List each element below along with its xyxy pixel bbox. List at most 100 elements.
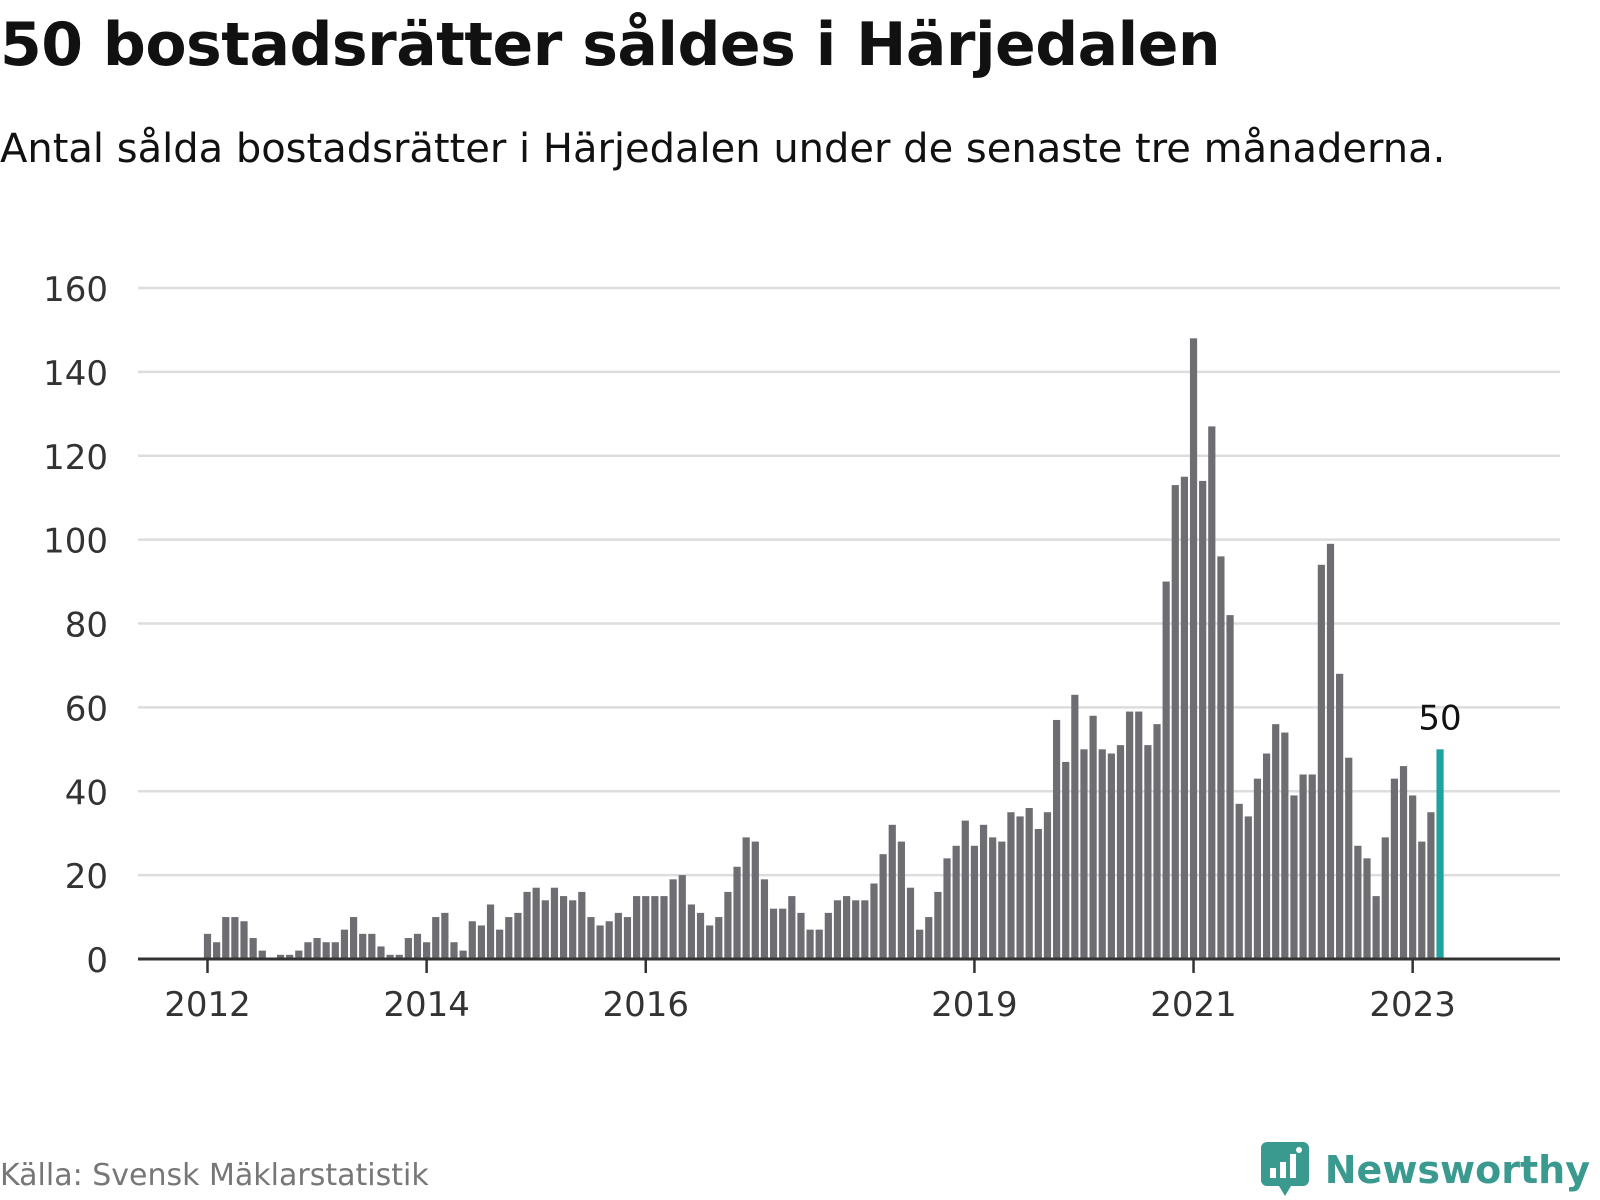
bar: [596, 925, 604, 959]
x-tick-label: 2014: [383, 985, 470, 1025]
bar: [1153, 724, 1161, 959]
bar: [1226, 615, 1234, 959]
bar: [1071, 694, 1079, 959]
chart-subtitle: Antal sålda bostadsrätter i Härjedalen u…: [0, 126, 1446, 172]
bar: [751, 841, 759, 959]
y-tick-label: 20: [65, 857, 108, 897]
y-tick-label: 80: [65, 606, 108, 646]
x-tick-label: 2023: [1369, 985, 1456, 1025]
bar: [222, 917, 230, 959]
bar: [340, 929, 349, 959]
bar: [1089, 715, 1097, 959]
bar: [450, 942, 458, 959]
bar: [231, 917, 239, 959]
bar: [331, 942, 339, 959]
x-tick-label: 2012: [164, 985, 251, 1025]
bar: [496, 929, 504, 959]
bar: [413, 933, 422, 959]
bar: [1025, 808, 1033, 959]
x-tick-label: 2021: [1150, 985, 1237, 1025]
bar: [934, 891, 942, 959]
bar: [349, 917, 358, 959]
bar: [706, 925, 714, 959]
bar: [523, 891, 531, 959]
bar: [240, 921, 248, 959]
bar: [1409, 795, 1417, 959]
bar: [276, 954, 285, 959]
bar: [760, 879, 769, 959]
bar: [1107, 753, 1115, 959]
bar: [286, 954, 294, 959]
bar: [742, 837, 750, 959]
bar: [550, 887, 559, 959]
y-tick-label: 60: [65, 689, 108, 729]
bar: [1052, 719, 1061, 959]
bar: [578, 891, 586, 959]
bar: [313, 938, 321, 959]
bar: [1062, 761, 1070, 959]
bar: [696, 912, 705, 959]
bar: [952, 845, 960, 959]
bar: [879, 854, 887, 959]
bar: [1180, 476, 1189, 959]
bar: [623, 917, 632, 959]
bar: [1372, 896, 1380, 959]
bar: [1308, 774, 1316, 959]
brand-name: Newsworthy: [1324, 1148, 1590, 1192]
bar: [386, 954, 394, 959]
bar: [541, 900, 549, 959]
bar: [961, 820, 969, 959]
bar: [651, 896, 659, 959]
bar: [423, 942, 431, 959]
bar: [943, 858, 951, 959]
bar: [505, 917, 513, 959]
bar: [1326, 543, 1335, 959]
bar: [906, 887, 915, 959]
bar: [614, 912, 622, 959]
bar: [1007, 812, 1015, 959]
bar: [925, 917, 933, 959]
bar: [715, 917, 723, 959]
x-tick-label: 2019: [931, 985, 1018, 1025]
bar: [569, 900, 577, 959]
bar: [1080, 749, 1088, 959]
bar: [432, 917, 440, 959]
bar: [852, 900, 860, 959]
bars: [203, 338, 1444, 960]
y-tick-label: 160: [43, 270, 108, 310]
bar: [368, 933, 376, 959]
bar: [733, 866, 741, 959]
bar: [468, 921, 476, 959]
chart-title: 50 bostadsrätter såldes i Härjedalen: [0, 10, 1221, 80]
bar: [1262, 753, 1271, 959]
bar: [1253, 778, 1262, 959]
bar: [559, 896, 568, 959]
bar: [897, 841, 905, 959]
bar: [1189, 338, 1198, 959]
bar: [642, 896, 650, 959]
bar: [888, 824, 896, 959]
bar: [678, 875, 686, 960]
bar: [1016, 816, 1024, 959]
bar: [970, 845, 979, 959]
y-tick-label: 40: [65, 773, 108, 813]
bar: [1290, 795, 1298, 959]
bar: [249, 938, 257, 959]
bar: [304, 942, 312, 959]
y-tick-label: 120: [43, 438, 108, 478]
bar: [532, 887, 540, 959]
highlight-value-label: 50: [1418, 698, 1461, 738]
gridlines: [138, 286, 1560, 877]
bar: [1034, 828, 1042, 959]
bar: [633, 896, 641, 959]
x-axis: 2012 2014 2016 2019 2021 2023: [138, 957, 1560, 1025]
bar: [1217, 556, 1225, 959]
bar: [669, 879, 677, 959]
bar: [1235, 803, 1243, 959]
bar: [203, 933, 212, 959]
bar: [998, 841, 1006, 959]
bar: [1390, 778, 1398, 959]
bar: [1126, 711, 1134, 959]
bar: [1317, 564, 1325, 959]
bar: [916, 929, 924, 959]
